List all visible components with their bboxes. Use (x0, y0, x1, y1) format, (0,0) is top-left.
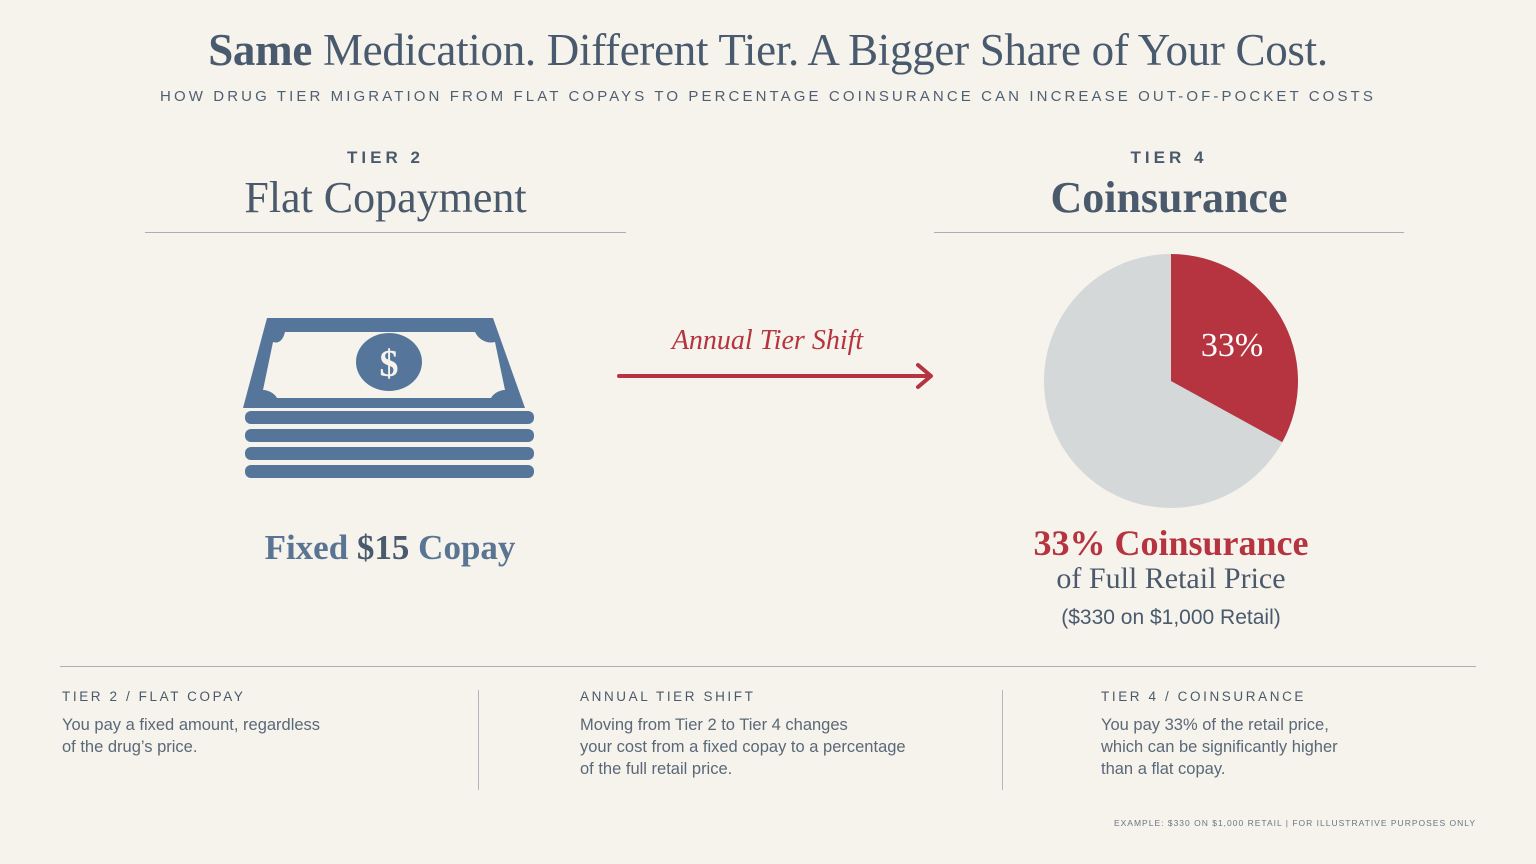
note-title: ANNUAL TIER SHIFT (580, 689, 756, 704)
coinsurance-headline: 33% Coinsurance (1033, 523, 1309, 563)
tier4-header: TIER 4 Coinsurance (934, 148, 1404, 223)
tier2-kicker: TIER 2 (347, 148, 424, 167)
fixed-copay-amount: $15 (356, 528, 410, 567)
column-divider (478, 690, 479, 790)
fixed-copay-pre: Fixed (264, 528, 357, 567)
note-body: Moving from Tier 2 to Tier 4 changes you… (580, 716, 906, 778)
note-tier4: TIER 4 / COINSURANCE You pay 33% of the … (1101, 689, 1481, 780)
note-annual-shift: ANNUAL TIER SHIFT Moving from Tier 2 to … (580, 689, 960, 780)
pie-percent-label: 33% (1201, 327, 1263, 364)
tier2-name: Flat Copayment (244, 173, 527, 222)
tier2-divider (145, 232, 626, 233)
footnote: EXAMPLE: $330 ON $1,000 RETAIL | FOR ILL… (1113, 818, 1476, 828)
coinsurance-pie: 33% (1044, 254, 1298, 508)
annual-shift-label: Annual Tier Shift (671, 325, 864, 356)
fixed-copay-post: Copay (409, 528, 516, 567)
column-divider (1002, 690, 1003, 790)
page-title: Same Medication. Different Tier. A Bigge… (0, 24, 1536, 76)
page-title-rest: Medication. Different Tier. A Bigger Sha… (312, 25, 1328, 75)
bottom-divider (60, 666, 1476, 667)
fixed-copay-caption: Fixed $15 Copay (145, 528, 635, 568)
coinsurance-example: ($330 on $1,000 Retail) (1061, 606, 1281, 629)
right-arrow-icon (617, 363, 933, 389)
pie-coinsurance-slice (1171, 254, 1298, 443)
svg-text:$: $ (380, 343, 399, 385)
page-subtitle: HOW DRUG TIER MIGRATION FROM FLAT COPAYS… (160, 88, 1376, 105)
note-tier2: TIER 2 / FLAT COPAY You pay a fixed amou… (62, 689, 422, 758)
note-title: TIER 2 / FLAT COPAY (62, 689, 246, 704)
tier4-divider (934, 232, 1404, 233)
note-body: You pay a fixed amount, regardless of th… (62, 716, 321, 756)
note-body: You pay 33% of the retail price, which c… (1101, 716, 1338, 778)
tier2-header: TIER 2 Flat Copayment (145, 148, 626, 223)
page-title-bold: Same (208, 25, 312, 75)
tier4-kicker: TIER 4 (1130, 148, 1208, 167)
tier4-name: Coinsurance (1050, 173, 1288, 222)
coinsurance-subline: of Full Retail Price (1056, 562, 1286, 595)
note-title: TIER 4 / COINSURANCE (1101, 689, 1307, 704)
money-stack-icon: $ (243, 318, 534, 478)
